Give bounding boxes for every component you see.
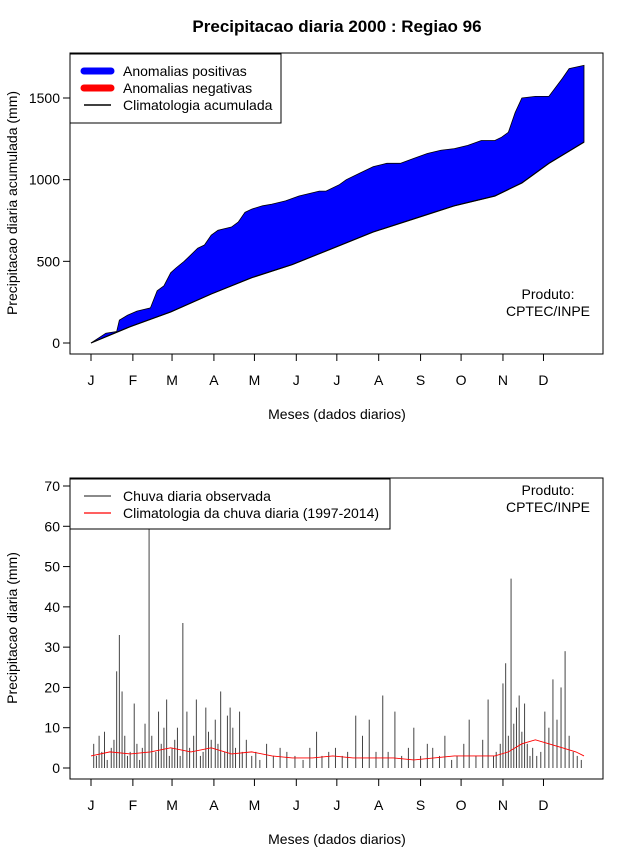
legend-label-observed: Chuva diaria observada	[123, 488, 271, 504]
top-x-tick-label: O	[456, 372, 467, 388]
legend-label-negative: Anomalias negativas	[123, 80, 252, 96]
bottom-x-tick-label: N	[498, 797, 508, 813]
bottom-x-tick-label: M	[249, 797, 261, 813]
top-chart: Precipitacao diaria 2000 : Regiao 96 0 50…	[4, 17, 604, 422]
bottom-chart: 0 10 20 30 40 50 60 70 J F M A M J J A S O N D Meses (dado…	[4, 477, 604, 847]
bottom-y-tick-label: 20	[44, 679, 60, 695]
top-y-axis: 0 500 1000 1500	[29, 90, 71, 351]
top-x-tick-label: A	[374, 372, 384, 388]
top-y-tick-label: 500	[37, 253, 61, 269]
bottom-legend: Chuva diaria observada Climatologia da c…	[69, 478, 391, 530]
chart-title: Precipitacao diaria 2000 : Regiao 96	[192, 17, 481, 36]
top-y-tick-label: 0	[52, 335, 60, 351]
bottom-y-tick-label: 30	[44, 639, 60, 655]
bottom-y-tick-label: 40	[44, 599, 60, 615]
top-annotation-line2: CPTEC/INPE	[506, 303, 590, 319]
bottom-x-tick-label: J	[88, 797, 95, 813]
legend-label-daily-climatology: Climatologia da chuva diaria (1997-2014)	[123, 505, 379, 521]
bottom-x-tick-label: J	[293, 797, 300, 813]
top-x-tick-label: J	[333, 372, 340, 388]
daily-rain-bars	[93, 526, 582, 768]
bottom-plot-area	[90, 526, 585, 768]
bottom-annotation-line2: CPTEC/INPE	[506, 499, 590, 515]
top-plot-area	[90, 64, 585, 344]
bottom-legend-box	[69, 478, 391, 530]
top-x-tick-label: J	[293, 372, 300, 388]
top-legend: Anomalias positivas Anomalias negativas …	[69, 53, 282, 124]
bottom-x-tick-label: S	[416, 797, 425, 813]
top-x-tick-label: F	[129, 372, 138, 388]
top-x-tick-label: M	[249, 372, 261, 388]
bottom-x-tick-label: O	[456, 797, 467, 813]
bottom-y-axis-label: Precipitacao diaria (mm)	[4, 552, 20, 704]
bottom-x-tick-label: M	[166, 797, 178, 813]
bottom-x-tick-label: F	[129, 797, 138, 813]
top-x-tick-label: A	[209, 372, 219, 388]
top-x-tick-label: J	[88, 372, 95, 388]
top-annotation-line1: Produto:	[522, 286, 575, 302]
cumulative-climatology-line	[90, 141, 585, 344]
top-x-axis-label: Meses (dados diarios)	[268, 406, 406, 422]
legend-label-climatology: Climatologia acumulada	[123, 97, 273, 113]
bottom-y-axis: 0 10 20 30 40 50 60 70	[44, 478, 71, 776]
bottom-y-tick-label: 0	[52, 760, 60, 776]
bottom-y-tick-label: 60	[44, 518, 60, 534]
top-x-tick-label: D	[538, 372, 548, 388]
legend-label-positive: Anomalias positivas	[123, 63, 247, 79]
bottom-y-tick-label: 70	[44, 478, 60, 494]
bottom-x-axis-label: Meses (dados diarios)	[268, 831, 406, 847]
top-x-tick-label: M	[166, 372, 178, 388]
top-y-tick-label: 1500	[29, 90, 60, 106]
bottom-y-tick-label: 50	[44, 559, 60, 575]
top-x-tick-label: S	[416, 372, 425, 388]
bottom-y-tick-label: 10	[44, 720, 60, 736]
bottom-x-tick-label: A	[209, 797, 219, 813]
top-y-tick-label: 1000	[29, 172, 60, 188]
bottom-x-tick-label: A	[374, 797, 384, 813]
top-y-axis-label: Precipitacao diaria acumulada (mm)	[4, 91, 20, 315]
bottom-annotation-line1: Produto:	[522, 482, 575, 498]
top-x-tick-label: N	[498, 372, 508, 388]
bottom-x-tick-label: J	[333, 797, 340, 813]
daily-climatology-line	[90, 739, 585, 761]
bottom-x-tick-label: D	[538, 797, 548, 813]
